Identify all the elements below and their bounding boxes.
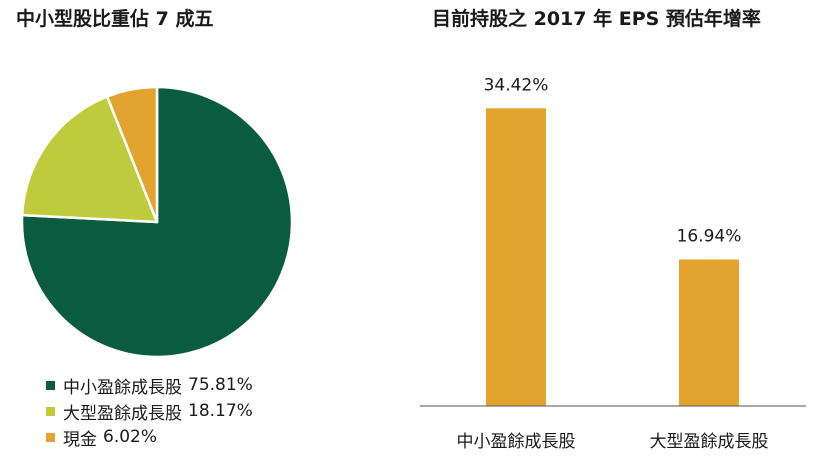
pie-slice-3 [105,85,159,224]
legend-label-3: 現金 [63,429,97,450]
pie-legend: 中小盈餘成長股 75.81% 大型盈餘成長股 18.17% 現金 6.02% [46,372,253,450]
bar-1 [486,108,546,407]
legend-item-2: 大型盈餘成長股 18.17% [46,398,253,424]
pie-chart-title: 中小型股比重佔 7 成五 [16,8,214,30]
legend-item-1: 中小盈餘成長股 75.81% [46,372,253,398]
legend-swatch-3 [46,432,55,442]
legend-value-2: 18.17% [188,401,253,421]
bar-category-label-1: 中小盈餘成長股 [457,432,576,452]
pie-slice-2 [20,95,159,224]
bar-value-label-2: 16.94% [677,226,742,246]
bar-value-label-1: 34.42% [484,75,549,95]
bar-2 [679,259,739,406]
legend-value-3: 6.02% [103,427,158,447]
bar-chart: 34.42% 中小盈餘成長股 16.94% 大型盈餘成長股 [420,75,806,452]
legend-swatch-2 [46,406,55,416]
pie-chart [20,85,294,359]
legend-label-1: 中小盈餘成長股 [63,377,182,398]
legend-label-2: 大型盈餘成長股 [63,403,182,424]
bar-chart-title: 目前持股之 2017 年 EPS 預估年增率 [432,8,761,30]
legend-swatch-1 [46,380,55,390]
legend-item-3: 現金 6.02% [46,424,253,450]
bar-category-label-2: 大型盈餘成長股 [650,432,769,452]
legend-value-1: 75.81% [188,375,253,395]
